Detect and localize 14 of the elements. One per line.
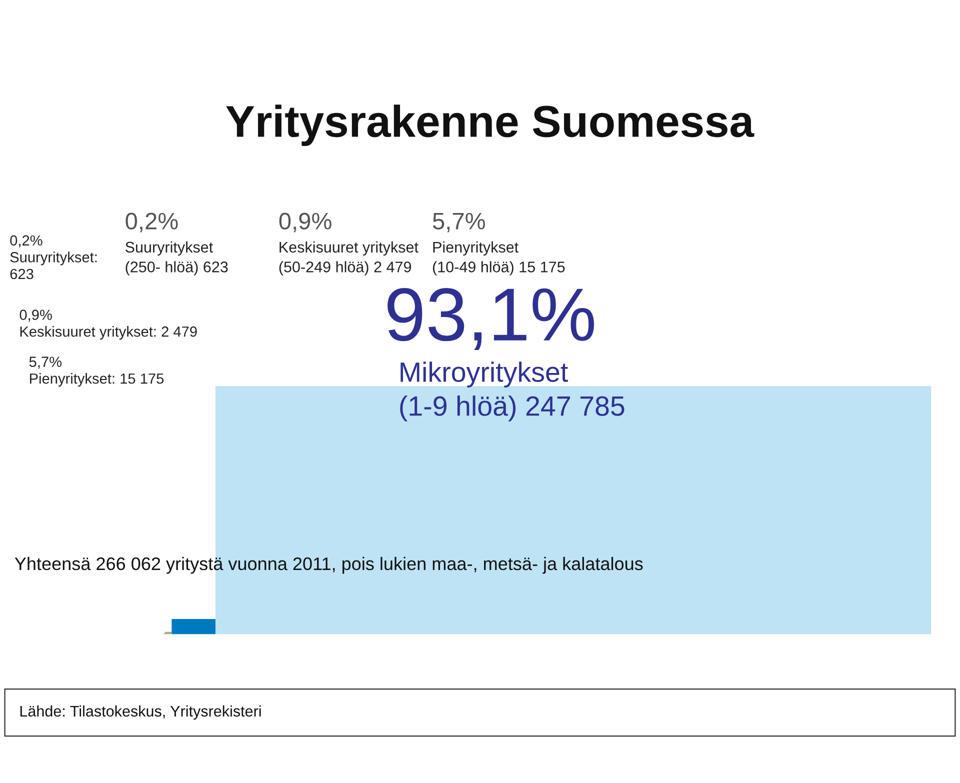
text: Lähde: Tilastokeskus, Yritysrekisteri [20,705,261,720]
data-label: 93,1% [388,288,594,350]
data-label: 5,7% [432,212,485,232]
data-label: 0,2% [126,212,178,232]
text: Yhteensä 266 062 yritystä vuonna 2011, pois lukien maa-, metsä- ja kalatalous [14,556,643,574]
text: 0,2% Suuryritykset: 623 [10,235,97,280]
text: 0,9% Keskisuuret yritykset: 2 479 [20,310,197,340]
category-label: Pienyritykset (10-49 hlöä) 15 175 [432,241,565,276]
text: Yritysrakenne Suomessa [226,104,754,146]
category-label: Mikroyritykset (1-9 hlöä) 247 785 [400,362,624,422]
category-label: Suuryritykset (250- hlöä) 623 [125,241,228,276]
data-label: 0,9% [279,212,332,232]
category-label: Keskisuuret yritykset (50-249 hlöä) 2 479 [279,241,418,276]
text: 5,7% Pienyritykset: 15 175 [29,356,164,387]
